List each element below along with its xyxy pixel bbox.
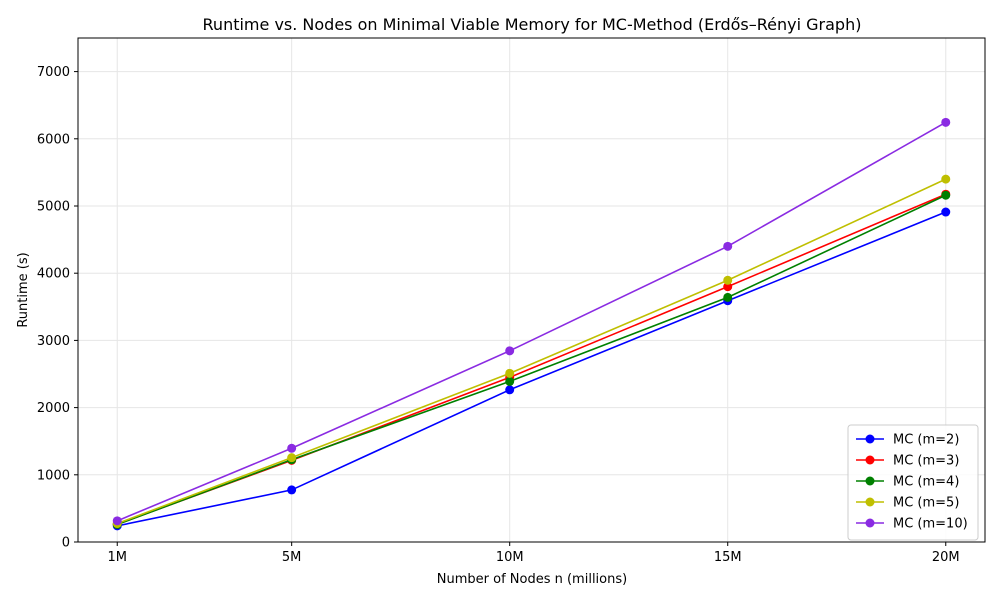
x-tick-label: 5M	[282, 550, 302, 565]
y-tick-label: 2000	[37, 401, 70, 416]
data-point	[723, 292, 733, 302]
legend-label: MC (m=4)	[893, 475, 959, 490]
plot-area-frame	[77, 37, 986, 543]
x-tick-label: 10M	[496, 550, 524, 565]
legend-swatch-marker	[865, 518, 875, 528]
data-point	[941, 174, 951, 184]
legend-swatch-marker	[865, 434, 875, 444]
x-tick-label: 15M	[714, 550, 742, 565]
grid-lines	[78, 38, 985, 543]
data-point	[505, 376, 515, 386]
data-point	[723, 282, 733, 292]
data-point	[941, 207, 951, 217]
series-4	[112, 117, 951, 526]
data-point	[287, 453, 297, 463]
y-tick-label: 6000	[37, 132, 70, 147]
y-axis: 0 1000 2000 3000 4000 5000 6000 7000	[37, 65, 78, 551]
data-point	[941, 117, 951, 127]
legend: MC (m=2) MC (m=3) MC (m=4) MC (m=5) MC (m=10…	[847, 424, 979, 541]
y-tick-label: 5000	[37, 200, 70, 215]
data-point	[723, 275, 733, 285]
y-tick-label: 1000	[37, 468, 70, 483]
data-point	[941, 190, 951, 200]
y-tick-label: 7000	[37, 65, 70, 80]
legend-swatch-marker	[865, 476, 875, 486]
y-tick-label: 3000	[37, 334, 70, 349]
legend-label: MC (m=3)	[893, 454, 959, 469]
legend-label: MC (m=10)	[893, 517, 968, 532]
y-tick-label: 4000	[37, 267, 70, 282]
y-tick-label: 0	[62, 536, 70, 551]
legend-label: MC (m=2)	[893, 433, 959, 448]
x-tick-label: 1M	[107, 550, 127, 565]
legend-box	[847, 424, 979, 541]
x-axis-label: Number of Nodes n (millions)	[437, 572, 627, 587]
series-lines	[112, 117, 951, 531]
legend-swatch-marker	[865, 497, 875, 507]
data-point	[112, 516, 122, 526]
y-axis-label: Runtime (s)	[16, 252, 31, 327]
data-point	[505, 385, 515, 395]
data-point	[287, 485, 297, 495]
data-point	[723, 241, 733, 251]
legend-label: MC (m=5)	[893, 496, 959, 511]
legend-swatch-marker	[865, 455, 875, 465]
chart-title: Runtime vs. Nodes on Minimal Viable Memo…	[203, 15, 862, 34]
data-point	[505, 346, 515, 356]
x-tick-label: 20M	[932, 550, 960, 565]
x-axis: 1M 5M 10M 15M 20M	[107, 542, 960, 565]
data-point	[505, 368, 515, 378]
data-point	[287, 443, 297, 453]
